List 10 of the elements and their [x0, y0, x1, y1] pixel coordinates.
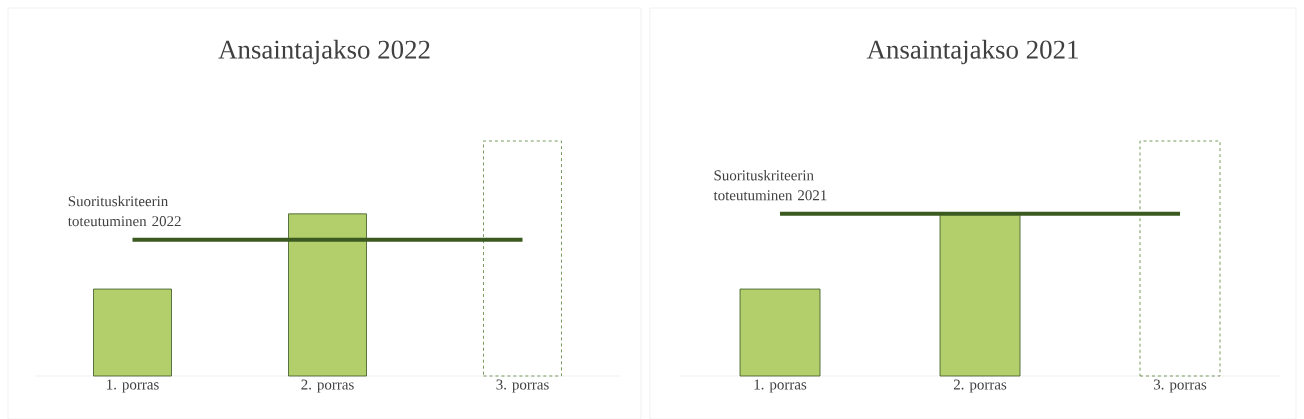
x-tick-label: 2. porras — [301, 379, 354, 393]
x-tick-label: 1. porras — [107, 379, 159, 393]
x-tick-label: 3. porras — [1153, 379, 1207, 393]
x-tick-label: 3. porras — [496, 379, 549, 393]
x-tick-label: 1. porras — [754, 379, 807, 393]
chart-title: Ansaintajakso 2022 — [218, 39, 430, 65]
ref-line-label: Suorituskriteerin toteutuminen 2021 — [713, 169, 827, 201]
ref-line-label: Suorituskriteerin toteutuminen 2022 — [67, 195, 181, 227]
x-tick-label: 2. porras — [953, 379, 1007, 393]
chart-title: Ansaintajakso 2021 — [866, 39, 1078, 65]
